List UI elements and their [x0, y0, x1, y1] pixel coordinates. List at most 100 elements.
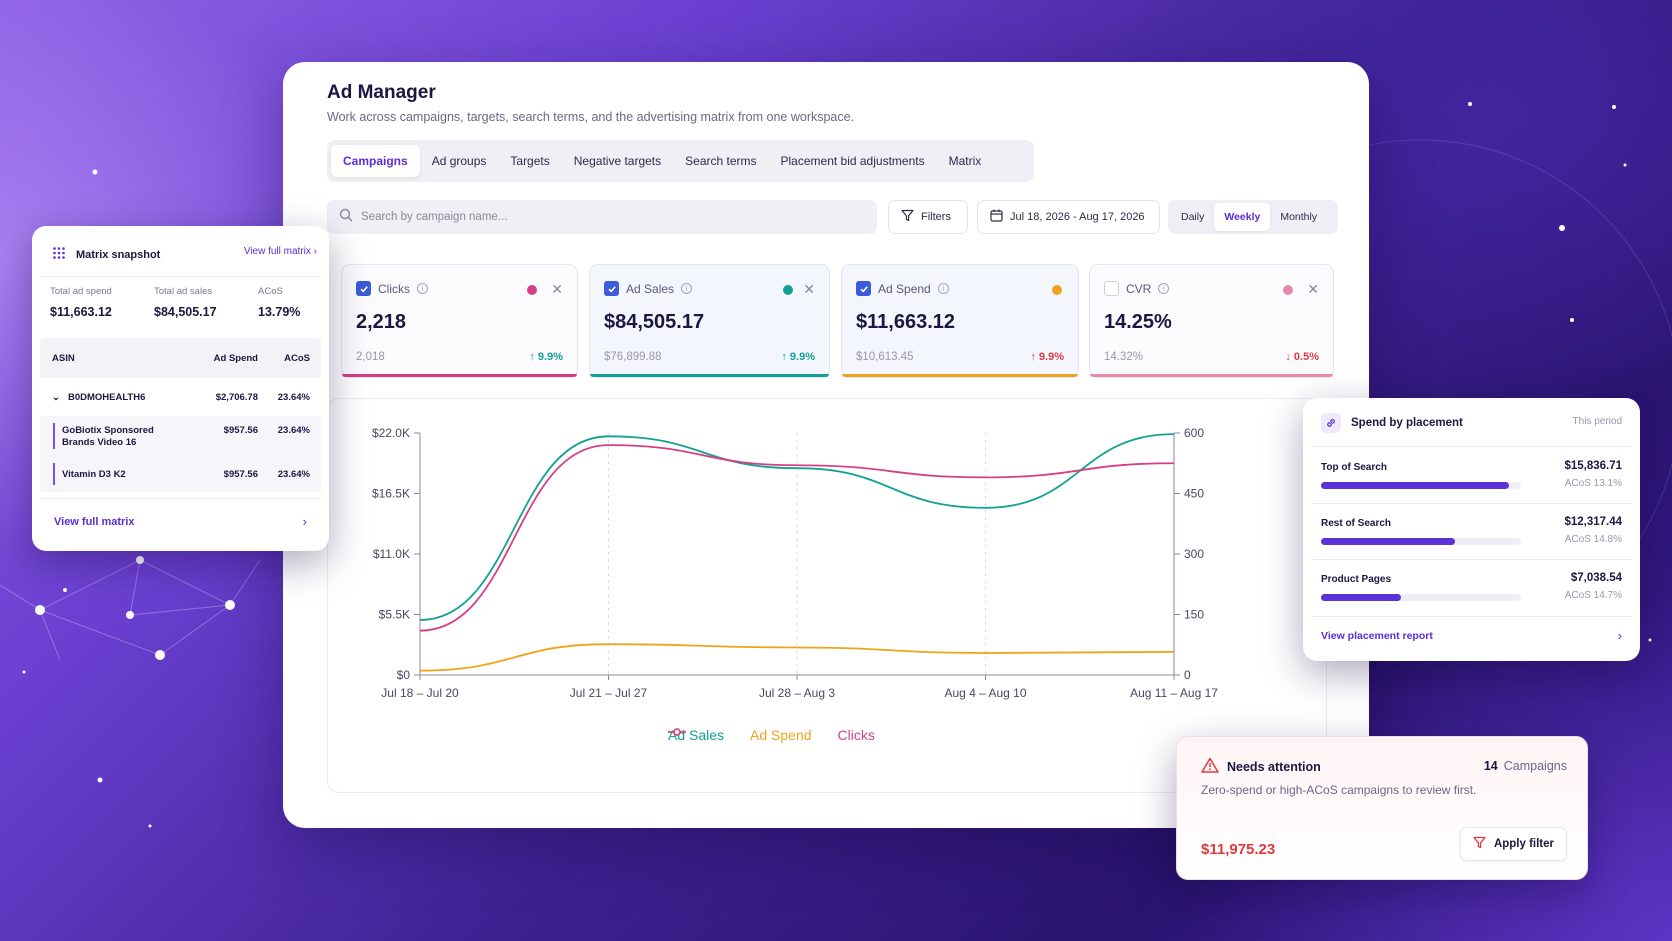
chevron-right-icon[interactable]: › — [302, 514, 307, 529]
table-row[interactable]: Vitamin D3 K2 $957.56 23.64% — [40, 456, 321, 492]
info-icon[interactable]: i — [1158, 283, 1170, 294]
legend-item-ad-spend[interactable]: Ad Spend — [668, 727, 812, 743]
metric-change: ↓ 0.5% — [1285, 351, 1319, 363]
matrix-snapshot-card: Matrix snapshot View full matrix › Total… — [32, 226, 329, 551]
tab-matrix[interactable]: Matrix — [948, 154, 982, 168]
line-chart: $0 $5.5K $11.0K $16.5K $22.0K 0 150 300 450 600 Ju… — [372, 426, 1218, 700]
attention-title: Needs attention — [1227, 759, 1321, 774]
series-line-ad-spend — [419, 643, 1175, 672]
series-line-clicks — [419, 444, 1175, 632]
y-tick-label-left: $22.0K — [372, 426, 410, 440]
metric-change: ↑ 9.9% — [1030, 351, 1064, 363]
period-daily[interactable]: Daily — [1181, 211, 1205, 223]
checkbox-cvr[interactable] — [1104, 281, 1119, 296]
search-input[interactable] — [361, 211, 841, 223]
grid-icon — [52, 246, 66, 263]
metric-previous: $76,899.88 — [604, 351, 662, 363]
filter-icon — [1473, 836, 1486, 852]
filters-label: Filters — [921, 211, 951, 223]
tab-negative-targets[interactable]: Negative targets — [573, 154, 662, 168]
chevron-right-icon[interactable]: › — [1617, 628, 1622, 643]
metric-value: 14.25% — [1104, 311, 1172, 333]
tab-ad-groups[interactable]: Ad groups — [431, 154, 487, 168]
metric-previous: $10,613.45 — [856, 351, 914, 363]
arrow-up-icon: ↑ — [781, 351, 790, 363]
tab-campaigns[interactable]: Campaigns — [331, 145, 420, 177]
link-icon — [1321, 413, 1341, 433]
metric-card-cvr[interactable]: CVR i ✕ 14.25% 14.32% ↓ 0.5% — [1089, 264, 1334, 378]
date-range-picker[interactable]: Jul 18, 2026 - Aug 17, 2026 — [977, 200, 1160, 234]
attention-amount: $11,975.23 — [1201, 841, 1276, 858]
arrow-up-icon: ↑ — [529, 351, 538, 363]
placement-row-product-pages: Product Pages $7,038.54 ACoS 14.7% — [1321, 572, 1622, 601]
y-tick-label-right: 450 — [1184, 487, 1204, 501]
metric-accent-bar — [1090, 374, 1333, 377]
x-tick-label: Jul 21 – Jul 27 — [570, 686, 648, 700]
period-toggle: Daily Weekly Monthly — [1168, 200, 1338, 234]
progress-fill — [1321, 594, 1401, 601]
divider — [1311, 446, 1632, 447]
y-tick-label-left: $16.5K — [372, 487, 410, 501]
info-icon[interactable]: i — [937, 283, 949, 294]
divider — [40, 498, 321, 499]
metric-accent-bar — [590, 374, 829, 377]
filters-button[interactable]: Filters — [888, 200, 968, 234]
info-icon[interactable]: i — [681, 283, 693, 294]
search-icon — [339, 208, 353, 227]
metric-card-ad-spend[interactable]: Ad Spend i $11,663.12 $10,613.45 ↑ 9.9% — [841, 264, 1079, 378]
divider — [1311, 503, 1632, 504]
view-full-matrix-footer-link[interactable]: View full matrix — [54, 516, 135, 528]
period-label: This period — [1572, 416, 1622, 427]
checkbox-ad-sales[interactable] — [604, 281, 619, 296]
close-icon[interactable]: ✕ — [803, 281, 815, 297]
checkbox-clicks[interactable] — [356, 281, 371, 296]
warning-icon — [1201, 757, 1219, 776]
checkbox-ad-spend[interactable] — [856, 281, 871, 296]
x-tick-label: Jul 18 – Jul 20 — [381, 686, 459, 700]
period-monthly[interactable]: Monthly — [1280, 211, 1318, 223]
tab-search-terms[interactable]: Search terms — [685, 154, 757, 168]
page-title: Ad Manager — [327, 82, 436, 103]
metric-value: 2,218 — [356, 311, 407, 333]
close-icon[interactable]: ✕ — [1307, 281, 1319, 297]
chevron-down-icon[interactable]: ⌄ — [52, 391, 60, 403]
arrow-down-icon: ↓ — [1285, 351, 1294, 363]
apply-filter-button[interactable]: Apply filter — [1459, 827, 1567, 861]
metric-card-clicks[interactable]: Clicks i ✕ 2,218 2,018 ↑ 9.9% — [341, 264, 578, 378]
chevron-right-icon: › — [313, 246, 317, 257]
attention-description: Zero-spend or high-ACoS campaigns to rev… — [1201, 783, 1477, 797]
series-color-dot — [1052, 285, 1062, 295]
metric-accent-bar — [842, 374, 1078, 377]
tab-placement-bid-adjustments[interactable]: Placement bid adjustments — [780, 154, 925, 168]
metric-previous: 2,018 — [356, 351, 385, 363]
y-tick-label-right: 600 — [1184, 426, 1204, 440]
progress-track — [1321, 594, 1521, 601]
kpi-acos: ACoS 13.79% — [258, 286, 301, 319]
x-tick-label: Aug 11 – Aug 17 — [1130, 686, 1218, 700]
table-row[interactable]: GoBiotix Sponsored Brands Video 16 $957.… — [40, 416, 321, 456]
arrow-up-icon: ↑ — [1030, 351, 1039, 363]
kpi-total-ad-spend: Total ad spend $11,663.12 — [50, 286, 112, 319]
series-color-dot — [1283, 285, 1293, 295]
metric-label: Clicks — [378, 281, 410, 296]
view-placement-report-link[interactable]: View placement report — [1321, 630, 1433, 642]
legend-marker-icon — [668, 728, 686, 736]
tab-targets[interactable]: Targets — [510, 154, 550, 168]
progress-track — [1321, 482, 1521, 489]
progress-fill — [1321, 538, 1455, 545]
placement-title: Spend by placement — [1351, 417, 1463, 429]
metric-card-ad-sales[interactable]: Ad Sales i ✕ $84,505.17 $76,899.88 ↑ 9.9… — [589, 264, 830, 378]
metric-value: $84,505.17 — [604, 311, 705, 333]
filter-icon — [901, 209, 914, 225]
placement-row-top-of-search: Top of Search $15,836.71 ACoS 13.1% — [1321, 460, 1622, 489]
period-weekly[interactable]: Weekly — [1214, 203, 1271, 231]
attention-count: 14 Campaigns — [1483, 759, 1567, 773]
info-icon[interactable]: i — [417, 283, 428, 294]
y-tick-label-left: $0 — [397, 668, 411, 682]
close-icon[interactable]: ✕ — [551, 281, 563, 297]
table-row[interactable]: ⌄ B0DMOHEALTH6 $2,706.78 23.64% — [52, 391, 310, 403]
legend-item-clicks[interactable]: Clicks — [668, 727, 875, 743]
view-full-matrix-link[interactable]: View full matrix › — [243, 246, 317, 257]
spend-by-placement-card: Spend by placement This period Top of Se… — [1303, 398, 1640, 661]
x-tick-label: Aug 4 – Aug 10 — [944, 686, 1026, 700]
